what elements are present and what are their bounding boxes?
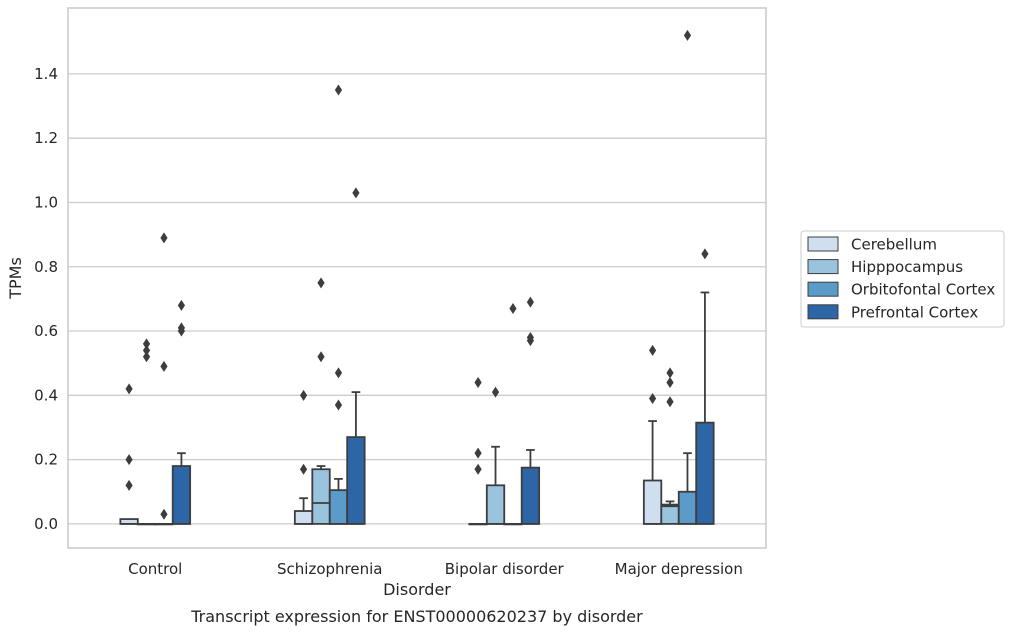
box-group: [311, 277, 331, 525]
box: [520, 466, 541, 525]
box-group: [642, 344, 663, 525]
box: [485, 484, 506, 525]
outlier-point: [160, 232, 168, 244]
box: [677, 490, 698, 525]
box-series: [119, 29, 715, 526]
outlier-point: [648, 344, 657, 356]
outlier-point: [125, 454, 133, 466]
box-group: [328, 84, 349, 525]
outlier-point: [334, 367, 343, 379]
legend-label: Hipppocampus: [851, 258, 963, 276]
series-cerebellum: [119, 344, 663, 526]
legend-item: Prefrontal Cortex: [807, 303, 978, 321]
series-orbitofontal-cortex: [154, 29, 698, 526]
series-prefrontal-cortex: [171, 187, 715, 525]
box: [171, 465, 192, 525]
box: [311, 468, 331, 525]
legend-label: Cerebellum: [851, 236, 937, 254]
outlier-point: [491, 386, 500, 398]
box-group: [468, 376, 488, 526]
outlier-point: [177, 299, 186, 311]
outlier-point: [142, 338, 151, 350]
outlier-point: [317, 277, 325, 289]
legend: Cerebellum Hipppocampus Orbitofontal Corte…: [800, 230, 1005, 328]
legend-item: Cerebellum: [807, 236, 937, 254]
legend-label: Orbitofontal Cortex: [851, 281, 995, 299]
box-group: [293, 389, 314, 525]
y-tick-label: 0.2: [34, 451, 58, 469]
outlier-point: [666, 396, 674, 408]
outlier-point: [160, 360, 168, 372]
outlier-point: [142, 351, 151, 363]
series-hipppocampus: [136, 277, 680, 526]
outlier-point: [526, 296, 535, 308]
legend-frame: [800, 230, 1005, 328]
y-tick-label: 1.2: [34, 129, 58, 147]
outlier-point: [474, 463, 482, 475]
outlier-point: [526, 335, 535, 347]
box: [346, 436, 366, 525]
box: [293, 510, 314, 525]
outlier-point: [683, 29, 692, 41]
legend-items: Cerebellum Hipppocampus Orbitofontal Corte…: [807, 236, 995, 321]
outlier-point: [160, 508, 168, 520]
box: [660, 503, 680, 525]
y-tick-label: 1.4: [34, 65, 58, 83]
y-tick-label: 0.0: [34, 515, 58, 533]
x-tick-label: Control: [128, 560, 182, 578]
y-tick-label: 0.4: [34, 386, 58, 404]
x-tick-label: Major depression: [615, 560, 743, 578]
y-tick-label: 0.8: [34, 258, 58, 276]
plot-frame: [67, 7, 767, 549]
plot-background: [68, 8, 766, 548]
x-tick-label: Bipolar disorder: [445, 560, 565, 578]
box: [328, 489, 349, 525]
x-tick-label: Schizophrenia: [277, 560, 382, 578]
x-axis-label: Disorder: [383, 580, 451, 599]
legend-swatch: [807, 236, 839, 252]
box-group: [520, 296, 541, 525]
outlier-point: [666, 376, 674, 388]
outlier-point: [509, 303, 517, 315]
legend-swatch: [807, 304, 839, 320]
legend-label: Prefrontal Cortex: [851, 303, 978, 321]
y-tick-label: 1.0: [34, 193, 58, 211]
outlier-point: [299, 389, 308, 401]
box-group: [154, 232, 174, 526]
y-axis-label: TPMs: [6, 257, 25, 300]
outlier-point: [474, 447, 482, 459]
legend-item: Hipppocampus: [807, 258, 963, 276]
outlier-point: [334, 399, 343, 411]
box-group: [503, 303, 523, 526]
outlier-point: [299, 463, 308, 475]
outlier-point: [317, 351, 325, 363]
box: [695, 421, 715, 525]
box-group: [119, 383, 139, 525]
legend-item: Orbitofontal Cortex: [807, 281, 995, 299]
box-group: [485, 386, 506, 525]
outlier-point: [648, 393, 657, 405]
outlier-point: [334, 84, 343, 96]
outlier-point: [142, 344, 151, 356]
legend-swatch: [807, 259, 839, 275]
x-tick-labels: Control Schizophrenia Bipolar disorder Majo…: [128, 560, 743, 578]
y-tick-labels: 0.0 0.2 0.4 0.6 0.8 1.0 1.2 1.4: [34, 65, 58, 533]
y-tick-label: 0.6: [34, 322, 58, 340]
chart-title: Transcript expression for ENST0000062023…: [190, 607, 643, 626]
legend-swatch: [807, 281, 839, 297]
outlier-point: [474, 376, 482, 388]
outlier-point: [666, 367, 674, 379]
outlier-point: [701, 248, 709, 260]
box-group: [695, 248, 715, 525]
outlier-point: [125, 383, 133, 395]
outlier-point: [352, 187, 360, 199]
box: [642, 479, 663, 525]
outlier-point: [125, 479, 133, 491]
box-group: [346, 187, 366, 525]
box-group: [171, 299, 192, 525]
outlier-point: [177, 325, 186, 337]
